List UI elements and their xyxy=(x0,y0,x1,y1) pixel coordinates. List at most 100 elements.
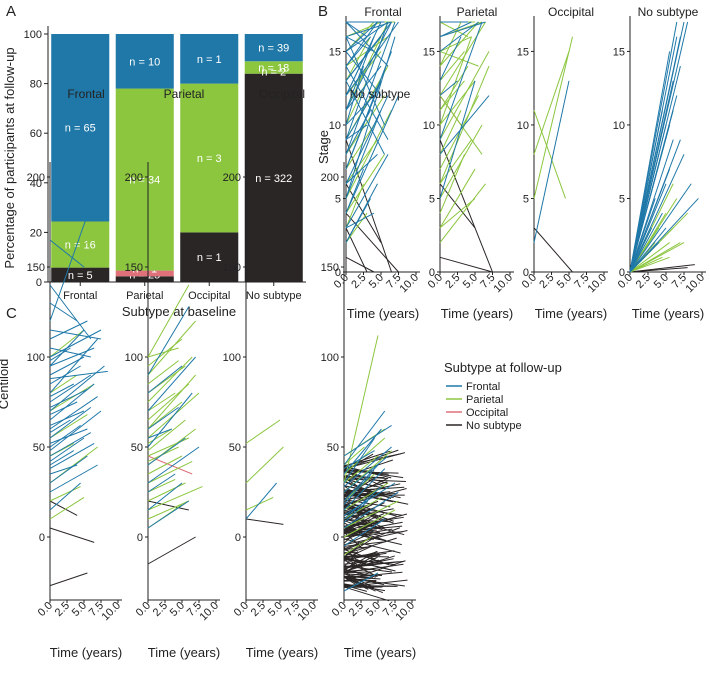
trajectory-line xyxy=(345,227,368,273)
trajectory-line xyxy=(629,256,663,273)
trajectory-line xyxy=(49,374,92,403)
bar-segment-frontal xyxy=(51,34,110,222)
trajectory-line xyxy=(345,139,392,273)
trajectory-line xyxy=(49,239,92,268)
trajectory-line xyxy=(49,347,91,358)
trajectory-line xyxy=(439,21,469,38)
trajectory-line xyxy=(345,36,385,126)
trajectory-line xyxy=(533,80,570,243)
trajectory-line xyxy=(343,480,392,500)
bar-count-label: n = 322 xyxy=(255,173,292,185)
trajectory-line xyxy=(439,139,472,185)
trajectory-line xyxy=(345,21,378,67)
trajectory-line xyxy=(345,153,378,185)
trajectory-line xyxy=(629,264,695,273)
trajectory-line xyxy=(49,329,85,367)
panel-a-y-tick-label: 40 xyxy=(30,178,42,190)
trajectory-line xyxy=(343,424,392,457)
trajectory-line xyxy=(147,455,183,475)
trajectory-line xyxy=(147,478,176,493)
trajectory-line xyxy=(343,573,375,588)
trajectory-line xyxy=(147,356,193,403)
facet-x-label: Time (years) xyxy=(50,645,122,660)
trajectory-line xyxy=(343,486,382,520)
trajectory-line xyxy=(629,36,678,273)
bar-segment-no-subtype xyxy=(51,267,110,282)
trajectory-line xyxy=(147,392,193,448)
trajectory-line xyxy=(439,50,479,67)
trajectory-line xyxy=(49,370,108,380)
trajectory-line xyxy=(343,550,395,559)
trajectory-line xyxy=(147,365,183,394)
facet-x-tick-label: 10.0 xyxy=(197,600,221,624)
bar-segment-parietal xyxy=(115,88,174,271)
trajectory-line xyxy=(147,500,189,511)
trajectory-line xyxy=(439,21,479,52)
trajectory-line xyxy=(49,482,81,511)
panel-a-x-tick-label: Occipital xyxy=(188,290,230,302)
facet-occipital: Occipital0501001502000.02.55.07.510.0Tim… xyxy=(223,87,319,660)
trajectory-line xyxy=(629,21,685,273)
bar-segment-no-subtype xyxy=(115,276,174,282)
trajectory-line xyxy=(345,124,368,141)
trajectory-line xyxy=(343,508,394,519)
trajectory-line xyxy=(629,227,667,273)
bar-count-label: n = 65 xyxy=(65,123,96,135)
trajectory-line xyxy=(49,500,78,516)
trajectory-line xyxy=(343,576,376,592)
trajectory-line xyxy=(49,442,95,470)
panel-label-C: C xyxy=(6,305,17,322)
trajectory-line xyxy=(343,522,381,528)
trajectory-line xyxy=(343,529,381,534)
panel-a-x-tick-label: Frontal xyxy=(63,290,97,302)
facet-y-tick-label: 100 xyxy=(125,352,143,364)
trajectory-line xyxy=(49,383,95,421)
trajectory-line xyxy=(49,347,71,362)
facet-title: Occipital xyxy=(259,87,305,101)
trajectory-line xyxy=(343,568,377,578)
trajectory-line xyxy=(533,110,566,199)
trajectory-line xyxy=(343,496,382,520)
trajectory-line xyxy=(49,388,88,408)
facet-no-subtype: No subtype0501001502000.02.55.07.510.0Ti… xyxy=(321,87,417,660)
bar-count-label: n = 39 xyxy=(258,43,289,55)
facet-x-label: Time (years) xyxy=(148,645,220,660)
trajectory-line xyxy=(49,432,92,457)
facet-x-tick-label: 5.0 xyxy=(461,272,480,291)
facet-x-tick-label: 2.5 xyxy=(349,272,368,291)
trajectory-line xyxy=(49,329,102,358)
trajectory-line xyxy=(629,51,671,273)
facet-x-tick-label: 5.0 xyxy=(70,600,89,619)
trajectory-line xyxy=(343,505,394,524)
trajectory-line xyxy=(345,51,392,170)
panel-label-B: B xyxy=(318,3,328,20)
trajectory-line xyxy=(343,586,390,602)
facet-parietal: Parietal0501001502000.02.55.07.510.0Time… xyxy=(125,87,221,660)
trajectory-line xyxy=(343,450,375,470)
trajectory-line xyxy=(343,473,372,505)
trajectory-line xyxy=(343,468,404,479)
trajectory-line xyxy=(345,21,378,52)
panel-a-y-tick-label: 100 xyxy=(24,29,42,41)
bar-segment-no-subtype xyxy=(244,73,303,283)
facet-x-tick-label: 5.0 xyxy=(652,272,671,291)
trajectory-line xyxy=(345,36,375,111)
trajectory-line xyxy=(343,575,384,594)
trajectory-line xyxy=(629,242,670,273)
facet-y-tick-label: 150 xyxy=(27,262,45,274)
facet-x-label: Time (years) xyxy=(347,306,419,321)
trajectory-line xyxy=(147,437,190,457)
facet-x-tick-label: 2.5 xyxy=(634,272,653,291)
facet-x-tick-label: 2.5 xyxy=(347,600,366,619)
facet-x-tick-label: 5.0 xyxy=(266,600,285,619)
trajectory-line xyxy=(147,392,176,412)
trajectory-line xyxy=(49,437,85,462)
bar-count-label: n = 1 xyxy=(197,252,222,264)
trajectory-line xyxy=(345,256,375,273)
facet-y-tick-label: 0 xyxy=(235,532,241,544)
legend-label: No subtype xyxy=(466,420,522,432)
bar-segment-frontal xyxy=(115,34,174,89)
